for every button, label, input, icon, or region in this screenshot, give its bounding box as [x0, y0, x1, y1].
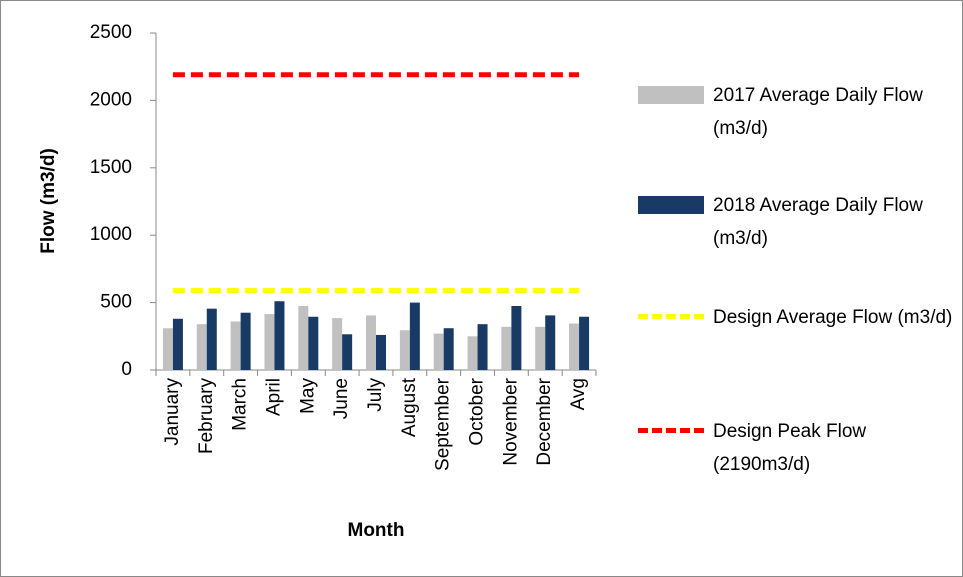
bar [366, 315, 376, 370]
x-tick-label: January [162, 378, 183, 446]
legend-swatch [638, 314, 704, 319]
y-axis-label: Flow (m3/d) [38, 148, 59, 254]
legend-swatch [638, 196, 704, 214]
bar [467, 336, 478, 370]
y-tick-label: 2000 [90, 89, 132, 110]
x-tick-label: July [365, 378, 386, 412]
x-tick-label: May [297, 378, 318, 414]
bar [376, 334, 386, 370]
x-tick-label: June [331, 378, 352, 419]
bar [511, 305, 522, 370]
bar [535, 326, 546, 370]
y-tick-label: 1500 [90, 157, 132, 178]
x-tick-label: February [196, 378, 217, 455]
bar [230, 321, 241, 370]
x-tick-label: March [230, 378, 251, 431]
x-tick-label: August [399, 377, 420, 437]
x-tick-label: Avg [568, 378, 589, 410]
x-tick-label: April [263, 378, 284, 416]
bar [501, 326, 512, 370]
bar [443, 328, 454, 370]
y-tick-label: 1000 [90, 224, 132, 245]
bar [196, 324, 207, 370]
bar [308, 316, 319, 370]
x-tick-label: September [433, 377, 454, 471]
bar [298, 305, 309, 370]
bar [274, 301, 285, 370]
legend-label: Design Peak Flow (2190m3/d) [713, 421, 867, 475]
legend-swatch [638, 428, 704, 433]
bar [332, 318, 343, 370]
bar [579, 316, 590, 370]
bar [477, 324, 488, 370]
bar [264, 314, 275, 370]
legend-swatch [638, 86, 704, 104]
x-axis-label: Month [348, 520, 405, 541]
bar [342, 334, 353, 370]
legend-label: Design Average Flow (m3/d) [713, 307, 953, 328]
x-tick-label: December [534, 377, 555, 465]
bar [240, 312, 251, 370]
bar [569, 323, 580, 370]
y-tick-label: 500 [100, 292, 132, 313]
bar [409, 302, 420, 370]
bar [433, 333, 444, 370]
x-tick-label: October [467, 377, 488, 445]
legend-label: 2018 Average Daily Flow (m3/d) [713, 195, 923, 249]
bar [172, 318, 183, 370]
bar [399, 330, 410, 370]
bar [206, 308, 217, 370]
y-tick-label: 0 [121, 359, 132, 380]
x-tick-label: November [500, 377, 521, 465]
legend-label: 2017 Average Daily Flow (m3/d) [713, 85, 923, 139]
bar [162, 328, 173, 370]
y-tick-label: 2500 [90, 22, 132, 43]
bar [545, 315, 556, 370]
